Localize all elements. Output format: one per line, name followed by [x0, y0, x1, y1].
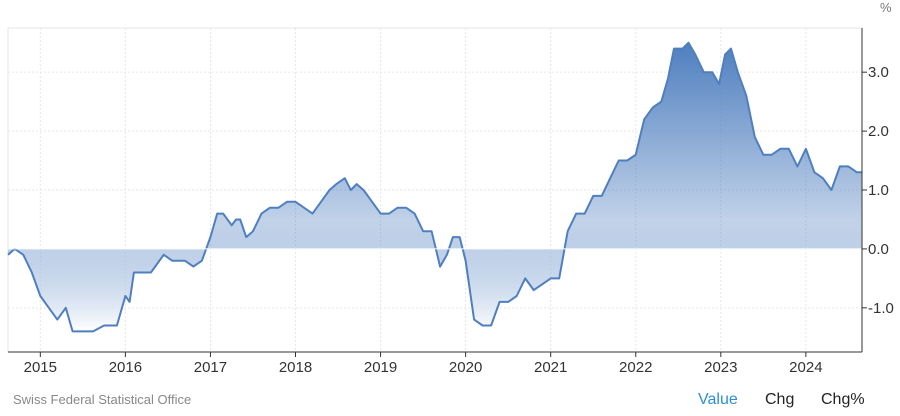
x-tick-label: 2022: [619, 359, 652, 376]
area-fill-path: [8, 42, 862, 332]
x-tick-label: 2015: [24, 359, 57, 376]
x-tick-label: 2017: [194, 359, 227, 376]
y-tick-label: 0.0: [868, 241, 889, 258]
series-line: [7, 41, 862, 333]
change-percent-toggle-button[interactable]: Chg%: [821, 391, 865, 408]
y-tick-label: 3.0: [868, 64, 889, 81]
x-tick-label: 2021: [534, 359, 567, 376]
tick-labels: 3.0 2.0 1.0 0.0 -1.0 2015 2016 2017 2018 2019 2020…: [24, 64, 894, 376]
area-fill: [7, 41, 862, 333]
axes: [8, 28, 867, 357]
source-label: Swiss Federal Statistical Office: [13, 392, 192, 407]
y-unit-label: %: [880, 0, 892, 15]
x-tick-label: 2023: [704, 359, 737, 376]
change-toggle-button[interactable]: Chg: [765, 391, 795, 408]
value-toggle-button[interactable]: Value: [698, 391, 738, 408]
y-tick-label: 2.0: [868, 123, 889, 140]
x-tick-label: 2020: [449, 359, 482, 376]
x-tick-label: 2016: [109, 359, 142, 376]
x-tick-label: 2019: [364, 359, 397, 376]
y-tick-label: -1.0: [868, 300, 894, 317]
y-tick-label: 1.0: [868, 182, 889, 199]
x-tick-label: 2018: [279, 359, 312, 376]
x-tick-label: 2024: [789, 359, 822, 376]
